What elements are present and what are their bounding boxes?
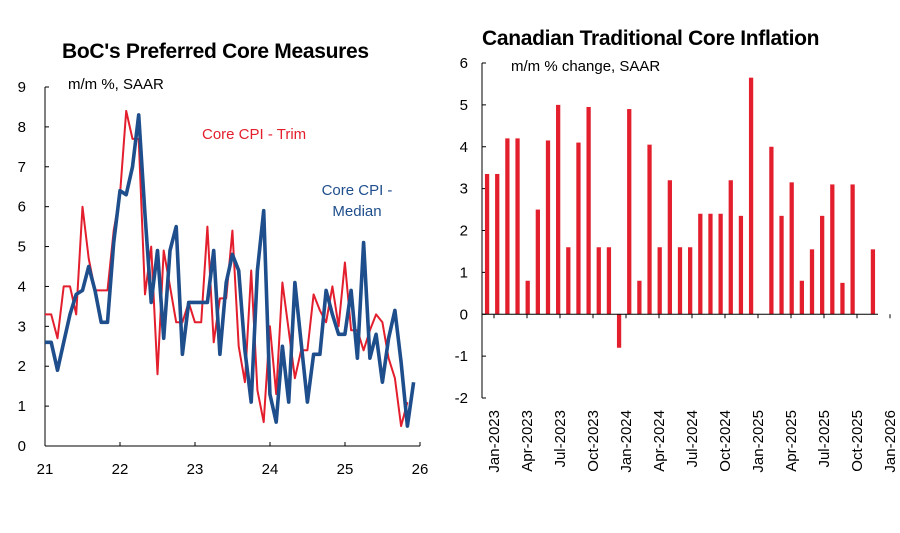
bar [637, 280, 642, 315]
right-x-tick-label: Jan-2023 [486, 410, 503, 473]
right-x-tick-label: Oct-2023 [585, 410, 602, 472]
bar [566, 247, 571, 315]
bar [830, 184, 835, 315]
right-x-tick-label: Oct-2024 [717, 410, 734, 472]
right-x-tick-label: Apr-2024 [651, 410, 668, 472]
bar [627, 109, 632, 315]
bar [769, 146, 774, 315]
right-y-tick-label: 3 [460, 181, 468, 198]
bar [850, 184, 855, 315]
left-y-tick-label: 4 [18, 278, 26, 295]
right-y-tick-label: 1 [460, 264, 468, 281]
bar [667, 180, 672, 315]
right-x-tick-label: Jan-2026 [882, 410, 899, 473]
left-y-tick-label: 0 [18, 438, 26, 455]
bar [576, 142, 581, 315]
bar [688, 247, 693, 315]
bar [718, 213, 723, 315]
bar [748, 77, 754, 315]
right-x-tick-label: Oct-2025 [849, 410, 866, 472]
bar [606, 247, 612, 315]
left-y-tick-label: 5 [18, 239, 26, 256]
right-y-tick-label: 0 [460, 306, 468, 323]
bar [484, 173, 490, 315]
legend-core-cpi-median: Core CPI - Median [321, 182, 393, 220]
left-y-tick-label: 1 [18, 398, 26, 415]
right-y-tick-label: -2 [455, 390, 468, 407]
left-y-tick-label: 8 [18, 119, 26, 136]
bar [698, 213, 703, 315]
bar [525, 280, 530, 315]
bar [556, 104, 561, 315]
right-y-tick-label: 5 [460, 97, 468, 114]
left-x-tick-label: 26 [412, 461, 429, 478]
left-x-tick-label: 23 [187, 461, 204, 478]
right-y-tick-label: 6 [460, 55, 468, 72]
bar [586, 106, 591, 315]
left-x-tick-label: 25 [337, 461, 354, 478]
bar [616, 314, 622, 348]
right-x-tick-label: Jul-2023 [552, 410, 569, 468]
right-x-tick-label: Jan-2025 [750, 410, 767, 473]
right-y-tick-label: -1 [455, 348, 468, 365]
bar [505, 138, 510, 315]
bar [789, 182, 794, 315]
left-x-tick-label: 24 [262, 461, 279, 478]
series-line-core-cpi-median [45, 113, 416, 428]
bar [708, 213, 713, 315]
right-chart-title: Canadian Traditional Core Inflation [482, 27, 820, 50]
bar [799, 280, 804, 315]
bar [647, 144, 652, 315]
left-y-tick-label: 3 [18, 318, 26, 335]
right-x-tick-label: Apr-2025 [783, 410, 800, 472]
right-y-tick-label: 2 [460, 223, 468, 240]
left-x-tick-label: 22 [112, 461, 129, 478]
bar [535, 209, 540, 315]
right-x-tick-label: Jan-2024 [618, 410, 635, 473]
bar [596, 247, 601, 315]
left-chart-unit-label: m/m %, SAAR [68, 76, 164, 93]
bar [840, 282, 845, 315]
legend-core-cpi-trim: Core CPI - Trim [202, 126, 307, 143]
left-y-tick-label: 2 [18, 358, 26, 375]
bar [495, 173, 500, 315]
bar [820, 215, 825, 315]
right-y-tick-label: 4 [460, 139, 468, 156]
bar [515, 138, 520, 315]
bar [545, 140, 551, 315]
left-x-tick-label: 21 [37, 461, 54, 478]
left-y-tick-label: 7 [18, 159, 26, 176]
right-chart-unit-label: m/m % change, SAAR [511, 58, 661, 75]
left-y-tick-label: 6 [18, 199, 26, 216]
bar [870, 249, 876, 315]
bar [657, 247, 662, 315]
bar [728, 180, 733, 315]
bar [809, 249, 815, 315]
left-chart-title: BoC's Preferred Core Measures [62, 40, 369, 63]
bar [738, 215, 744, 315]
bar [677, 247, 683, 315]
right-x-tick-label: Jul-2025 [816, 410, 833, 468]
right-x-tick-label: Jul-2024 [684, 410, 701, 468]
left-y-tick-label: 9 [18, 79, 26, 96]
bar [779, 215, 784, 315]
right-x-tick-label: Apr-2023 [519, 410, 536, 472]
